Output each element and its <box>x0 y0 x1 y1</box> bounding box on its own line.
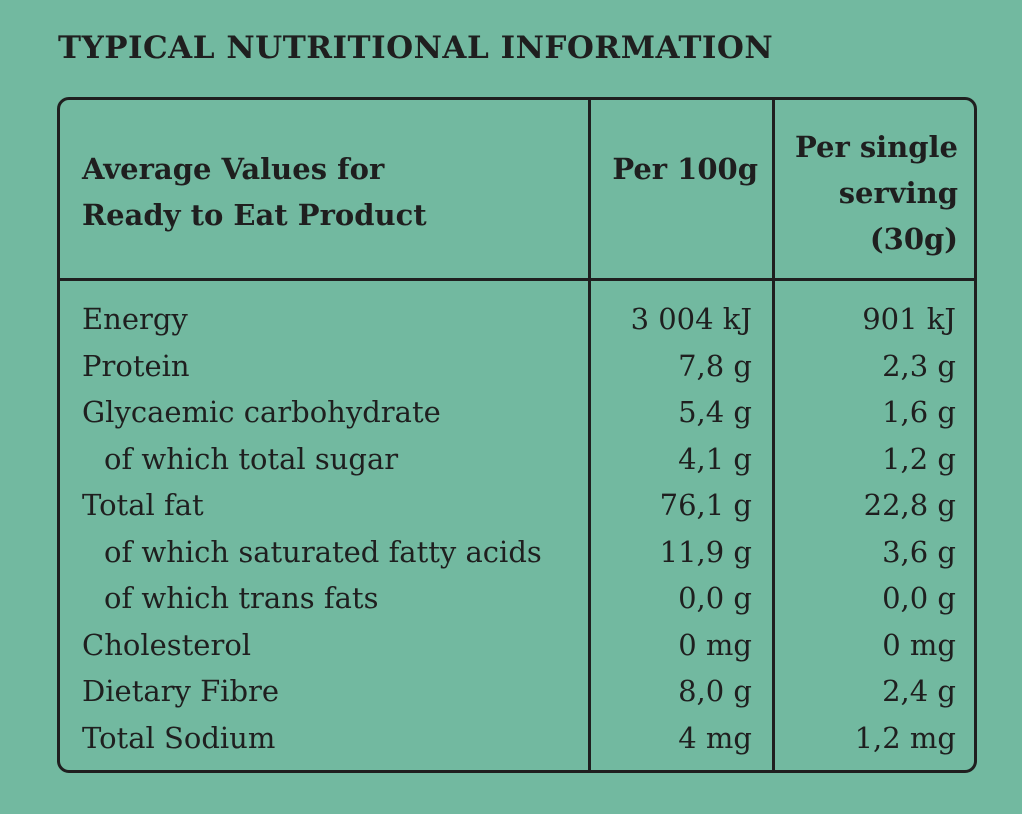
table-row: Total Sodium 4 mg 1,2 mg <box>60 715 974 762</box>
value-per-100g: 7,8 g <box>678 348 752 383</box>
value-per-serving: 2,4 g <box>882 674 956 708</box>
nutrition-table: Average Values for Ready to Eat Product … <box>57 97 977 773</box>
nutrient-label: Glycaemic carbohydrate <box>82 395 441 429</box>
nutrient-label: Total Sodium <box>82 720 276 755</box>
nutrient-label: Total fat <box>82 488 204 522</box>
nutrient-label: Dietary Fibre <box>82 674 280 708</box>
value-per-100g: 3 004 kJ <box>630 302 752 336</box>
nutrient-label: Protein <box>82 348 190 383</box>
header-serving-line2: serving <box>838 176 958 210</box>
header-divider <box>60 278 974 281</box>
header-label-line2: Ready to Eat Product <box>82 198 427 232</box>
value-per-100g: 8,0 g <box>678 674 752 708</box>
value-per-serving: 2,3 g <box>882 348 956 383</box>
header-per-100g: Per 100g <box>612 152 758 186</box>
value-per-serving: 3,6 g <box>882 534 956 569</box>
value-per-100g: 5,4 g <box>678 395 752 429</box>
value-per-100g: 4,1 g <box>678 441 752 476</box>
nutrient-label: Cholesterol <box>82 627 252 662</box>
value-per-100g: 0,0 g <box>678 581 752 615</box>
table-row: of which saturated fatty acids 11,9 g 3,… <box>60 529 974 576</box>
column-divider-2 <box>772 100 775 770</box>
header-serving-line1: Per single <box>794 130 958 164</box>
value-per-100g: 11,9 g <box>659 534 752 569</box>
table-row: Cholesterol 0 mg 0 mg <box>60 622 974 669</box>
value-per-serving: 22,8 g <box>863 488 956 522</box>
table-row: Total fat 76,1 g 22,8 g <box>60 482 974 529</box>
nutrient-label: Energy <box>82 302 188 336</box>
header-per-serving: Per single serving (30g) <box>776 124 958 262</box>
table-row: Glycaemic carbohydrate 5,4 g 1,6 g <box>60 389 974 436</box>
table-row: of which trans fats 0,0 g 0,0 g <box>60 575 974 622</box>
value-per-serving: 0,0 g <box>882 581 956 615</box>
table-row: Energy 3 004 kJ 901 kJ <box>60 296 974 343</box>
nutrient-label: of which trans fats <box>104 581 379 615</box>
value-per-100g: 0 mg <box>678 627 752 662</box>
table-row: Dietary Fibre 8,0 g 2,4 g <box>60 668 974 715</box>
value-per-serving: 1,6 g <box>882 395 956 429</box>
value-per-100g: 4 mg <box>678 720 752 755</box>
table-row: of which total sugar 4,1 g 1,2 g <box>60 436 974 483</box>
column-divider-1 <box>588 100 591 770</box>
table-row: Protein 7,8 g 2,3 g <box>60 343 974 390</box>
nutrient-label: of which total sugar <box>104 441 399 476</box>
header-label-line1: Average Values for <box>82 152 385 186</box>
header-serving-line3: (30g) <box>869 222 958 256</box>
nutrient-label: of which saturated fatty acids <box>104 534 542 569</box>
value-per-serving: 1,2 g <box>882 441 956 476</box>
header-average-values: Average Values for Ready to Eat Product <box>82 146 572 238</box>
value-per-serving: 0 mg <box>882 627 956 662</box>
nutrient-rows: Energy 3 004 kJ 901 kJ Protein 7,8 g 2,3… <box>60 296 974 761</box>
value-per-serving: 1,2 mg <box>854 720 956 755</box>
value-per-100g: 76,1 g <box>659 488 752 522</box>
value-per-serving: 901 kJ <box>862 302 956 336</box>
page-title: TYPICAL NUTRITIONAL INFORMATION <box>58 30 774 66</box>
